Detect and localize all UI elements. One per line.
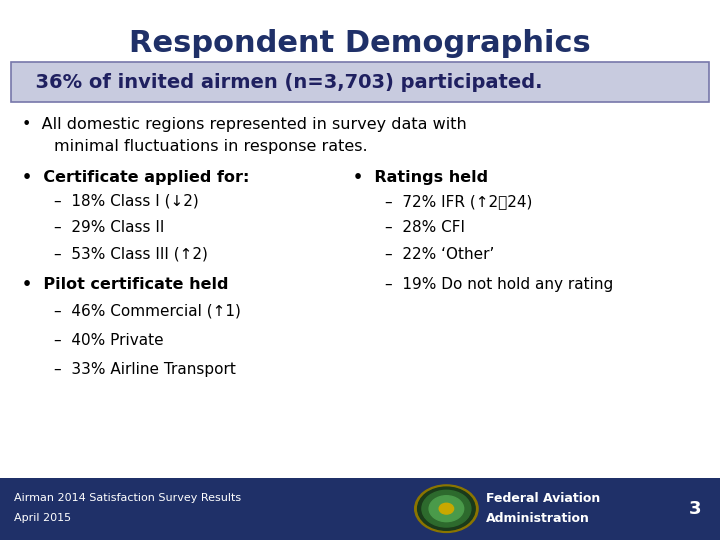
FancyBboxPatch shape	[11, 62, 709, 102]
Text: •  Certificate applied for:: • Certificate applied for:	[22, 170, 249, 185]
Text: Respondent Demographics: Respondent Demographics	[129, 29, 591, 58]
Text: 3: 3	[688, 500, 701, 518]
Circle shape	[422, 490, 471, 527]
FancyBboxPatch shape	[0, 478, 720, 540]
Text: Airman 2014 Satisfaction Survey Results: Airman 2014 Satisfaction Survey Results	[14, 494, 241, 503]
Text: •  All domestic regions represented in survey data with: • All domestic regions represented in su…	[22, 117, 467, 132]
Text: •  Pilot certificate held: • Pilot certificate held	[22, 276, 228, 292]
Text: minimal fluctuations in response rates.: minimal fluctuations in response rates.	[54, 139, 368, 154]
Text: –  18% Class I (↓2): – 18% Class I (↓2)	[54, 194, 199, 209]
Text: Federal Aviation: Federal Aviation	[486, 492, 600, 505]
Text: –  72% IFR (↑2ᦑ24): – 72% IFR (↑2ᦑ24)	[385, 194, 533, 209]
Text: –  19% Do not hold any rating: – 19% Do not hold any rating	[385, 276, 613, 292]
Text: –  46% Commercial (↑1): – 46% Commercial (↑1)	[54, 303, 241, 318]
Text: –  28% CFI: – 28% CFI	[385, 220, 465, 235]
Text: April 2015: April 2015	[14, 514, 71, 523]
Circle shape	[429, 496, 464, 522]
Text: –  33% Airline Transport: – 33% Airline Transport	[54, 362, 236, 377]
Circle shape	[439, 503, 454, 514]
Text: Administration: Administration	[486, 512, 590, 525]
Text: –  53% Class III (↑2): – 53% Class III (↑2)	[54, 247, 208, 262]
Text: –  40% Private: – 40% Private	[54, 333, 163, 348]
Text: –  22% ‘Other’: – 22% ‘Other’	[385, 247, 495, 262]
Circle shape	[418, 487, 475, 530]
Text: •  Ratings held: • Ratings held	[353, 170, 488, 185]
Circle shape	[415, 485, 478, 532]
Text: 36% of invited airmen (n=3,703) participated.: 36% of invited airmen (n=3,703) particip…	[22, 72, 542, 92]
Text: –  29% Class II: – 29% Class II	[54, 220, 164, 235]
